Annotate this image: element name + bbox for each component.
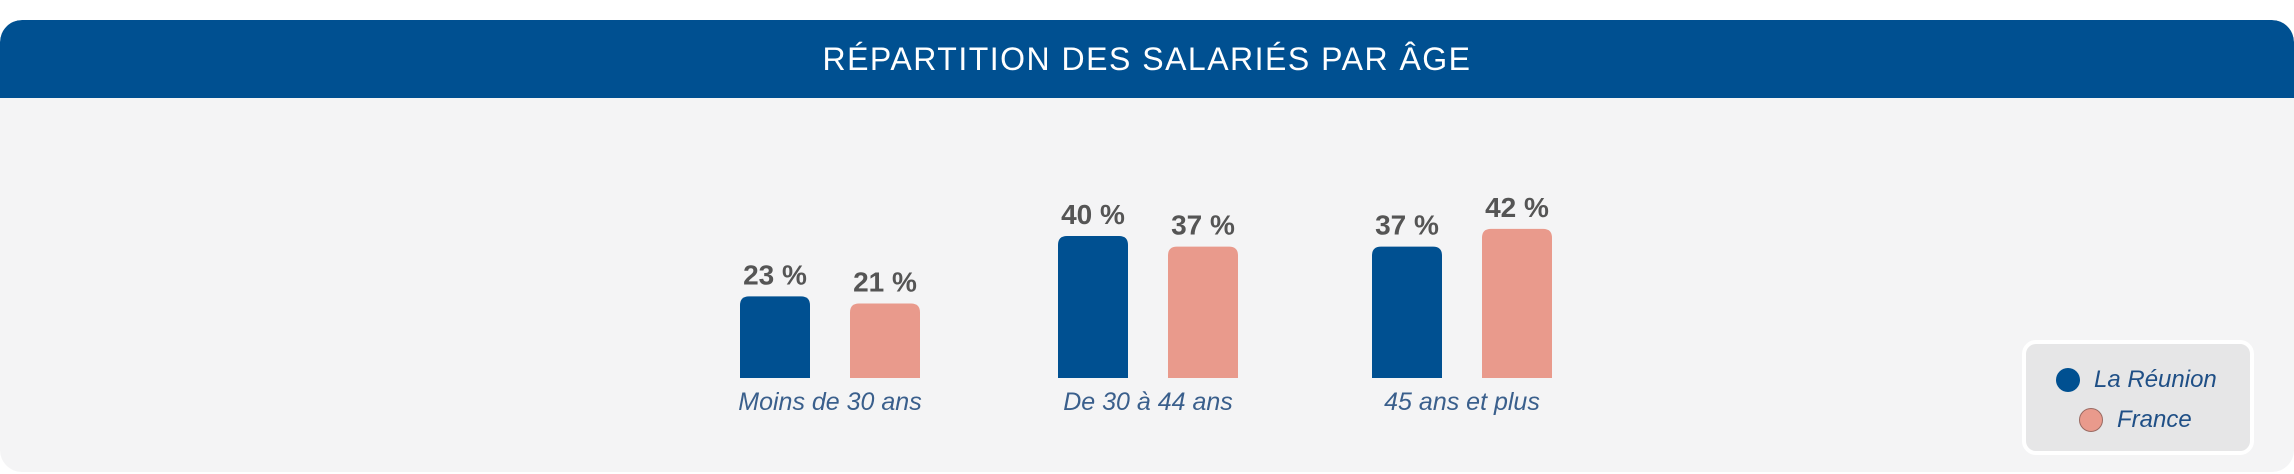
value-label-la-reunion-0: 23 %: [743, 259, 807, 290]
bar-chart: 23 % 21 % Moins de 30 ans 40 % 37 % De 30 à 4…: [738, 192, 1552, 416]
category-label-2: 45 ans et plus: [1384, 388, 1540, 416]
chart-header: RÉPARTITION DES SALARIÉS PAR ÂGE: [0, 20, 2294, 98]
value-label-la-reunion-2: 37 %: [1375, 210, 1439, 241]
chart-card: RÉPARTITION DES SALARIÉS PAR ÂGE 23 % 21 …: [0, 20, 2294, 472]
bar-la-reunion-1: [1058, 236, 1128, 378]
legend-item-la-reunion: La Réunion: [2056, 366, 2217, 394]
legend-swatch-la-reunion: [2056, 368, 2080, 392]
value-label-france-1: 37 %: [1171, 210, 1235, 241]
legend-swatch-france: [2079, 408, 2103, 432]
bar-la-reunion-2: [1372, 246, 1442, 378]
legend: La Réunion France: [2022, 340, 2254, 455]
value-label-la-reunion-1: 40 %: [1061, 199, 1125, 230]
bar-la-reunion-0: [740, 296, 810, 378]
legend-item-france: France: [2079, 406, 2192, 434]
value-label-france-0: 21 %: [853, 266, 917, 297]
legend-label-la-reunion: La Réunion: [2094, 366, 2217, 393]
value-label-france-2: 42 %: [1485, 192, 1549, 223]
bar-france-1: [1168, 246, 1238, 378]
category-label-1: De 30 à 44 ans: [1063, 388, 1233, 416]
bar-france-2: [1482, 228, 1552, 378]
category-label-0: Moins de 30 ans: [738, 388, 921, 416]
legend-label-france: France: [2117, 406, 2192, 433]
chart-title: RÉPARTITION DES SALARIÉS PAR ÂGE: [822, 40, 1472, 77]
bar-france-0: [850, 303, 920, 378]
